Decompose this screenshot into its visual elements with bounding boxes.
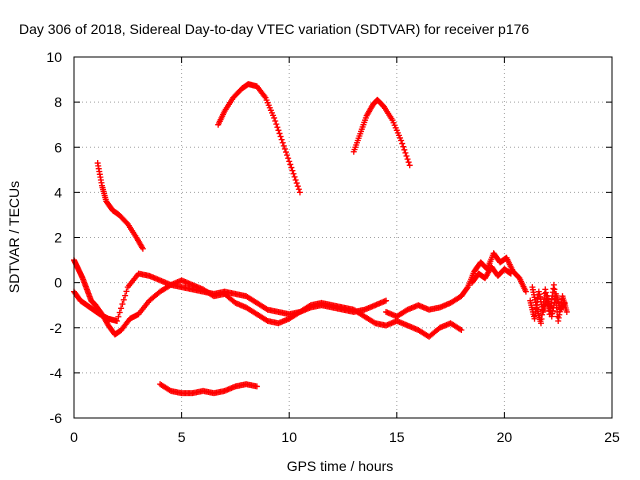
data-point bbox=[293, 180, 300, 187]
x-axis-label: GPS time / hours bbox=[287, 458, 394, 474]
y-axis-label: SDTVAR / TECUs bbox=[6, 181, 22, 293]
data-point bbox=[122, 292, 129, 299]
data-point bbox=[286, 158, 293, 165]
data-point bbox=[114, 317, 121, 324]
data-point bbox=[263, 305, 270, 312]
x-tick-label: 25 bbox=[604, 429, 620, 445]
data-point bbox=[402, 149, 409, 156]
series-arc-d bbox=[157, 381, 260, 397]
y-tick-label: 10 bbox=[46, 49, 62, 65]
data-point bbox=[275, 127, 282, 134]
data-point bbox=[400, 143, 407, 150]
data-point bbox=[284, 152, 291, 159]
data-point bbox=[281, 145, 288, 152]
data-point bbox=[285, 155, 292, 162]
data-point bbox=[288, 164, 295, 171]
data-point bbox=[287, 161, 294, 168]
series-arc-a bbox=[94, 160, 146, 252]
data-point bbox=[280, 142, 287, 149]
data-layer bbox=[71, 81, 570, 397]
data-point bbox=[116, 309, 123, 316]
data-point bbox=[458, 327, 465, 334]
data-point bbox=[306, 303, 313, 310]
x-tick-label: 5 bbox=[178, 429, 186, 445]
data-point bbox=[370, 319, 377, 326]
series-arc-c bbox=[350, 96, 413, 169]
data-point bbox=[295, 186, 302, 193]
y-tick-label: 8 bbox=[54, 94, 62, 110]
data-point bbox=[274, 124, 281, 131]
data-point bbox=[123, 288, 130, 295]
data-point bbox=[404, 156, 411, 163]
data-point bbox=[403, 152, 410, 159]
data-point bbox=[406, 162, 413, 169]
x-tick-label: 20 bbox=[497, 429, 513, 445]
y-tick-label: -2 bbox=[50, 320, 63, 336]
y-tick-label: 6 bbox=[54, 139, 62, 155]
data-point bbox=[115, 313, 122, 320]
data-point bbox=[507, 270, 514, 277]
tick-layer: 0 5 10 15 20 25 -6 -4 -2 0 2 4 6 8 10 bbox=[46, 49, 620, 445]
data-point bbox=[383, 297, 390, 304]
data-point bbox=[118, 305, 125, 312]
data-point bbox=[464, 285, 471, 292]
data-point bbox=[166, 387, 173, 394]
data-point bbox=[291, 173, 298, 180]
data-point bbox=[271, 114, 278, 121]
chart-title: Day 306 of 2018, Sidereal Day-to-day VTE… bbox=[19, 21, 529, 37]
x-tick-label: 15 bbox=[389, 429, 405, 445]
data-point bbox=[290, 170, 297, 177]
y-tick-label: -4 bbox=[50, 365, 63, 381]
series-arc-b bbox=[215, 81, 303, 196]
series-arc-g bbox=[383, 250, 529, 320]
grid-layer bbox=[74, 57, 612, 418]
data-point bbox=[273, 121, 280, 128]
series-arc-j bbox=[529, 281, 570, 327]
data-point bbox=[279, 139, 286, 146]
data-point bbox=[401, 146, 408, 153]
data-point bbox=[292, 176, 299, 183]
data-point bbox=[119, 301, 126, 308]
series-arc-f bbox=[71, 257, 465, 340]
data-point bbox=[296, 189, 303, 196]
data-point bbox=[253, 383, 260, 390]
y-tick-label: -6 bbox=[50, 410, 63, 426]
data-point bbox=[289, 167, 296, 174]
data-point bbox=[282, 149, 289, 156]
data-point bbox=[399, 140, 406, 147]
data-point bbox=[272, 118, 279, 125]
data-point bbox=[277, 133, 284, 140]
x-tick-label: 0 bbox=[70, 429, 78, 445]
data-point bbox=[405, 159, 412, 166]
data-point bbox=[398, 137, 405, 144]
data-point bbox=[563, 308, 570, 315]
data-point bbox=[522, 288, 529, 295]
y-tick-label: 2 bbox=[54, 230, 62, 246]
x-tick-label: 10 bbox=[281, 429, 297, 445]
data-point bbox=[294, 183, 301, 190]
data-point bbox=[278, 136, 285, 143]
series-arc-h bbox=[469, 263, 514, 286]
data-point bbox=[120, 296, 127, 303]
y-tick-label: 4 bbox=[54, 184, 62, 200]
y-tick-label: 0 bbox=[54, 275, 62, 291]
data-point bbox=[263, 317, 270, 324]
data-point bbox=[276, 130, 283, 137]
data-point bbox=[139, 245, 146, 252]
data-point bbox=[457, 326, 464, 333]
